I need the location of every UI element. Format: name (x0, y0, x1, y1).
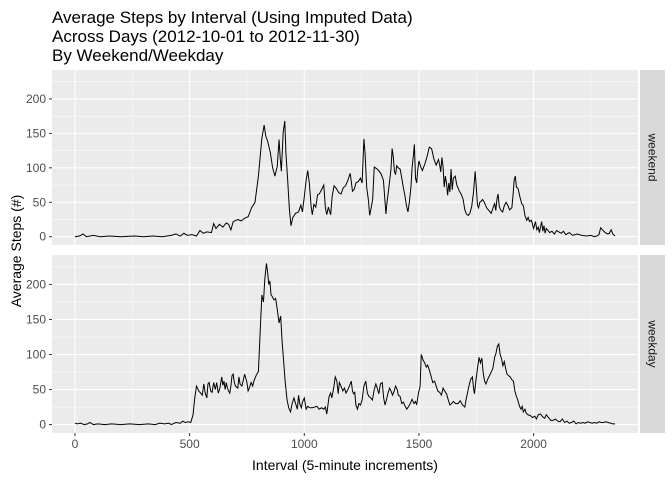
x-tick-label: 0 (72, 437, 79, 451)
y-tick-label: 200 (26, 92, 46, 106)
y-tick-label: 0 (39, 230, 46, 244)
title-line-2: Across Days (2012-10-01 to 2012-11-30) (52, 27, 360, 46)
x-axis-ticks: 0 500 1000 1500 2000 (72, 433, 547, 451)
y-tick-label: 200 (26, 277, 46, 291)
x-tick-label: 2000 (520, 437, 547, 451)
gridlines (52, 70, 638, 245)
gridlines (52, 255, 638, 433)
y-tick-label: 150 (26, 312, 46, 326)
panel-weekday: 0 50 100 150 200 weekday (26, 255, 665, 433)
y-tick-label: 50 (33, 195, 47, 209)
facet-strip-label: weekend (646, 132, 660, 181)
y-tick-label: 100 (26, 161, 46, 175)
x-tick-label: 1000 (291, 437, 318, 451)
y-tick-label: 100 (26, 348, 46, 362)
series-line-weekday (74, 263, 616, 426)
y-axis-ticks: 0 50 100 150 200 (26, 92, 52, 244)
facet-strip (640, 70, 665, 245)
y-tick-label: 50 (33, 383, 47, 397)
facet-strip-label: weekday (646, 319, 660, 367)
x-tick-label: 500 (180, 437, 200, 451)
y-axis-ticks: 0 50 100 150 200 (26, 277, 52, 432)
x-tick-label: 1500 (406, 437, 433, 451)
title-line-1: Average Steps by Interval (Using Imputed… (52, 8, 413, 27)
chart-title: Average Steps by Interval (Using Imputed… (52, 8, 413, 65)
title-line-3: By Weekend/Weekday (52, 46, 224, 65)
y-tick-label: 150 (26, 126, 46, 140)
y-axis-title: Average Steps (#) (8, 195, 24, 308)
x-axis-title: Interval (5-minute increments) (252, 457, 438, 473)
facet-strip (640, 255, 665, 433)
panel-background (52, 70, 638, 245)
series-line-weekend (74, 120, 616, 238)
panel-background (52, 255, 638, 433)
panel-weekend: 0 50 100 150 200 weekend (26, 70, 665, 245)
y-tick-label: 0 (39, 418, 46, 432)
